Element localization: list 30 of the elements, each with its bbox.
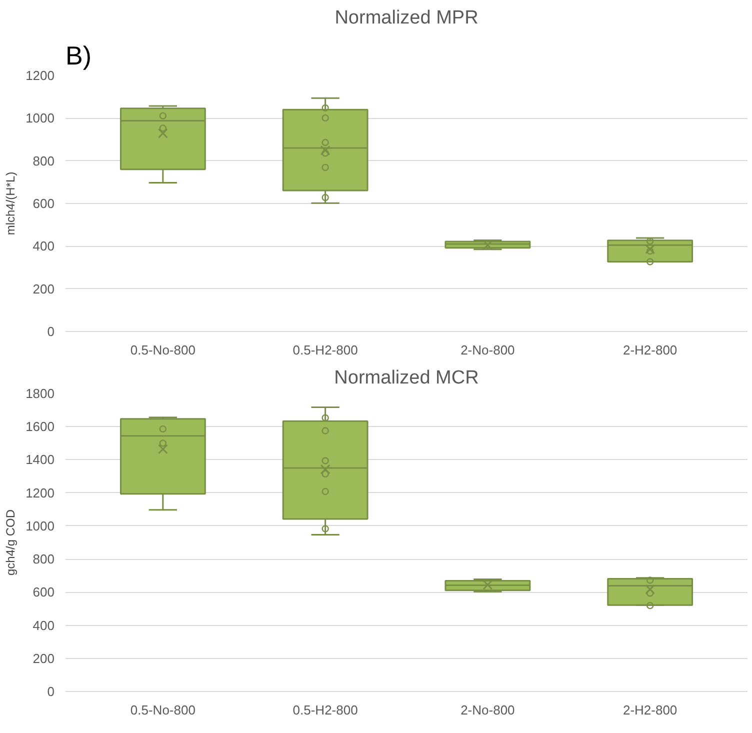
text: B)	[66, 40, 92, 70]
y-tick-label: 1400	[26, 452, 54, 468]
y-tick-label: 400	[32, 238, 55, 254]
y-tick-label: 0	[47, 324, 55, 339]
chart-title: Normalized MPR	[334, 8, 478, 28]
x-tick-label: 0.5-H2-800	[292, 702, 358, 718]
y-tick-label: 200	[32, 281, 55, 296]
y-tick-label: 800	[32, 552, 55, 567]
y-tick-label: 1000	[26, 110, 54, 126]
y-tick-label: 1200	[26, 485, 54, 500]
chart-title: Normalized MCR	[334, 368, 479, 388]
x-tick-label: 2-H2-800	[622, 342, 678, 358]
x-tick-label: 2-No-800	[460, 702, 515, 718]
x-tick-label: 2-H2-800	[622, 702, 678, 718]
x-tick-label: 2-No-800	[460, 342, 515, 358]
y-tick-label: 1600	[26, 419, 54, 434]
y-tick-label: 600	[32, 196, 55, 211]
y-tick-label: 1200	[26, 68, 54, 83]
y-tick-label: 400	[32, 618, 55, 633]
y-tick-label: 200	[32, 650, 55, 666]
y-axis-title: mlch4/(H*L)	[4, 172, 18, 236]
y-tick-label: 800	[32, 153, 55, 168]
x-tick-label: 0.5-No-800	[130, 702, 196, 718]
y-tick-label: 0	[47, 684, 55, 699]
y-tick-label: 600	[32, 584, 55, 600]
y-tick-label: 1800	[26, 386, 54, 401]
y-axis-title: gch4/g COD	[4, 509, 18, 576]
y-tick-label: 1000	[26, 518, 54, 534]
x-tick-label: 0.5-H2-800	[292, 342, 358, 358]
x-tick-label: 0.5-No-800	[130, 342, 196, 358]
